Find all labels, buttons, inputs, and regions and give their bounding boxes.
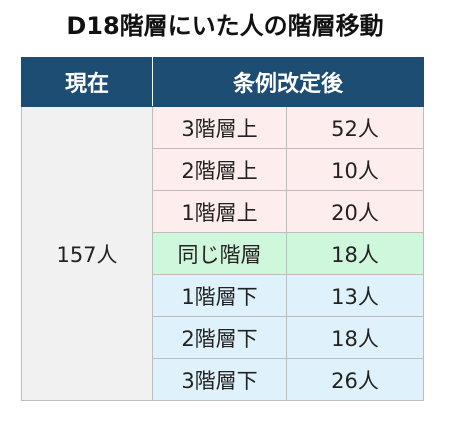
row-label: 1階層上 xyxy=(152,190,287,233)
table-row: 3階層下 26人 xyxy=(22,358,425,401)
row-label: 3階層下 xyxy=(152,358,287,401)
row-label: 2階層上 xyxy=(152,148,287,191)
row-value: 13人 xyxy=(285,274,425,317)
row-value: 18人 xyxy=(285,316,425,359)
migration-table: 現在 条例改定後 157人 3階層上 52人 2階層上 10人 1階層上 20人… xyxy=(21,57,425,401)
header-row: 現在 条例改定後 xyxy=(21,57,425,107)
row-value: 52人 xyxy=(285,106,425,149)
table-body: 157人 3階層上 52人 2階層上 10人 1階層上 20人 同じ階層 18人… xyxy=(21,106,425,401)
row-label: 同じ階層 xyxy=(152,232,287,275)
current-count-cell: 157人 xyxy=(21,106,153,401)
row-value: 20人 xyxy=(285,190,425,233)
chart-title: D18階層にいた人の階層移動 xyxy=(66,12,384,40)
header-current: 現在 xyxy=(21,57,153,107)
row-label: 1階層下 xyxy=(152,274,287,317)
table-row: 同じ階層 18人 xyxy=(22,232,425,275)
row-label: 3階層上 xyxy=(152,106,287,149)
table-row: 157人 3階層上 52人 xyxy=(21,106,425,401)
row-value: 26人 xyxy=(285,358,425,401)
row-value: 10人 xyxy=(285,148,425,191)
table-row: 2階層下 18人 xyxy=(22,316,425,359)
table-row: 1階層下 13人 xyxy=(22,274,425,317)
row-value: 18人 xyxy=(285,232,425,275)
row-label: 2階層下 xyxy=(152,316,287,359)
header-after: 条例改定後 xyxy=(151,57,425,107)
table-row: 2階層上 10人 xyxy=(22,148,425,191)
